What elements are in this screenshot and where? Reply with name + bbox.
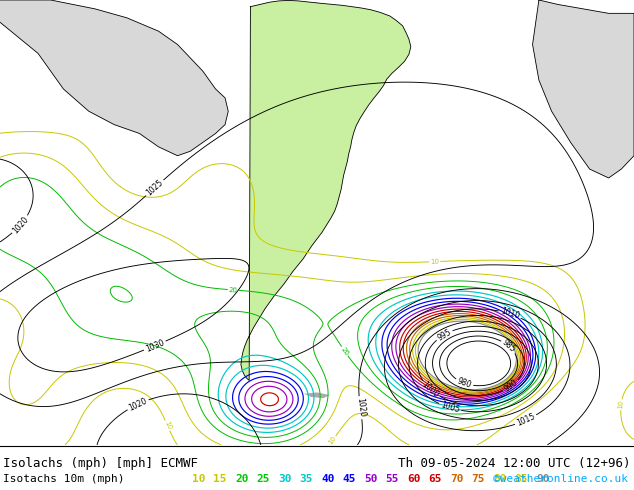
Text: 50: 50: [364, 474, 377, 484]
Text: 10: 10: [192, 474, 205, 484]
Text: 1020: 1020: [355, 397, 366, 418]
Text: 65: 65: [429, 474, 442, 484]
Text: 995: 995: [436, 327, 453, 343]
Text: 25: 25: [257, 474, 270, 484]
Text: 85: 85: [515, 474, 528, 484]
Text: Th 09-05-2024 12:00 UTC (12+96): Th 09-05-2024 12:00 UTC (12+96): [399, 457, 631, 470]
Text: 980: 980: [456, 376, 473, 390]
Text: Isotachs 10m (mph): Isotachs 10m (mph): [3, 474, 124, 484]
Text: 15: 15: [214, 474, 227, 484]
Polygon shape: [241, 0, 411, 380]
Text: 20: 20: [235, 474, 249, 484]
Polygon shape: [0, 0, 228, 156]
Text: 40: 40: [321, 474, 335, 484]
Text: 60: 60: [407, 474, 420, 484]
Text: 80: 80: [493, 474, 507, 484]
Text: 1005: 1005: [439, 400, 460, 415]
Text: 20: 20: [229, 287, 238, 293]
Text: ©weatheronline.co.uk: ©weatheronline.co.uk: [493, 474, 628, 484]
Polygon shape: [533, 0, 634, 178]
Text: 75: 75: [472, 474, 485, 484]
Text: 10: 10: [430, 258, 439, 265]
Text: 1030: 1030: [144, 338, 165, 354]
Text: 10: 10: [163, 420, 172, 431]
Text: Isolachs (mph) [mph] ECMWF: Isolachs (mph) [mph] ECMWF: [3, 457, 198, 470]
Text: 1015: 1015: [515, 412, 536, 428]
Text: 990: 990: [503, 378, 520, 394]
Text: 10: 10: [327, 435, 337, 446]
Text: 1020: 1020: [11, 215, 30, 235]
Text: 30: 30: [278, 474, 292, 484]
Text: 35: 35: [299, 474, 313, 484]
Text: 45: 45: [342, 474, 356, 484]
Text: 1000: 1000: [420, 380, 441, 399]
Text: 55: 55: [385, 474, 399, 484]
Text: 10: 10: [618, 400, 624, 410]
Text: 20: 20: [340, 346, 349, 357]
Text: 1010: 1010: [500, 307, 521, 321]
Text: 1025: 1025: [145, 178, 165, 197]
Text: 1020: 1020: [127, 396, 148, 413]
Polygon shape: [304, 392, 330, 398]
Text: 985: 985: [500, 338, 517, 354]
Text: 70: 70: [450, 474, 463, 484]
Text: 90: 90: [536, 474, 550, 484]
